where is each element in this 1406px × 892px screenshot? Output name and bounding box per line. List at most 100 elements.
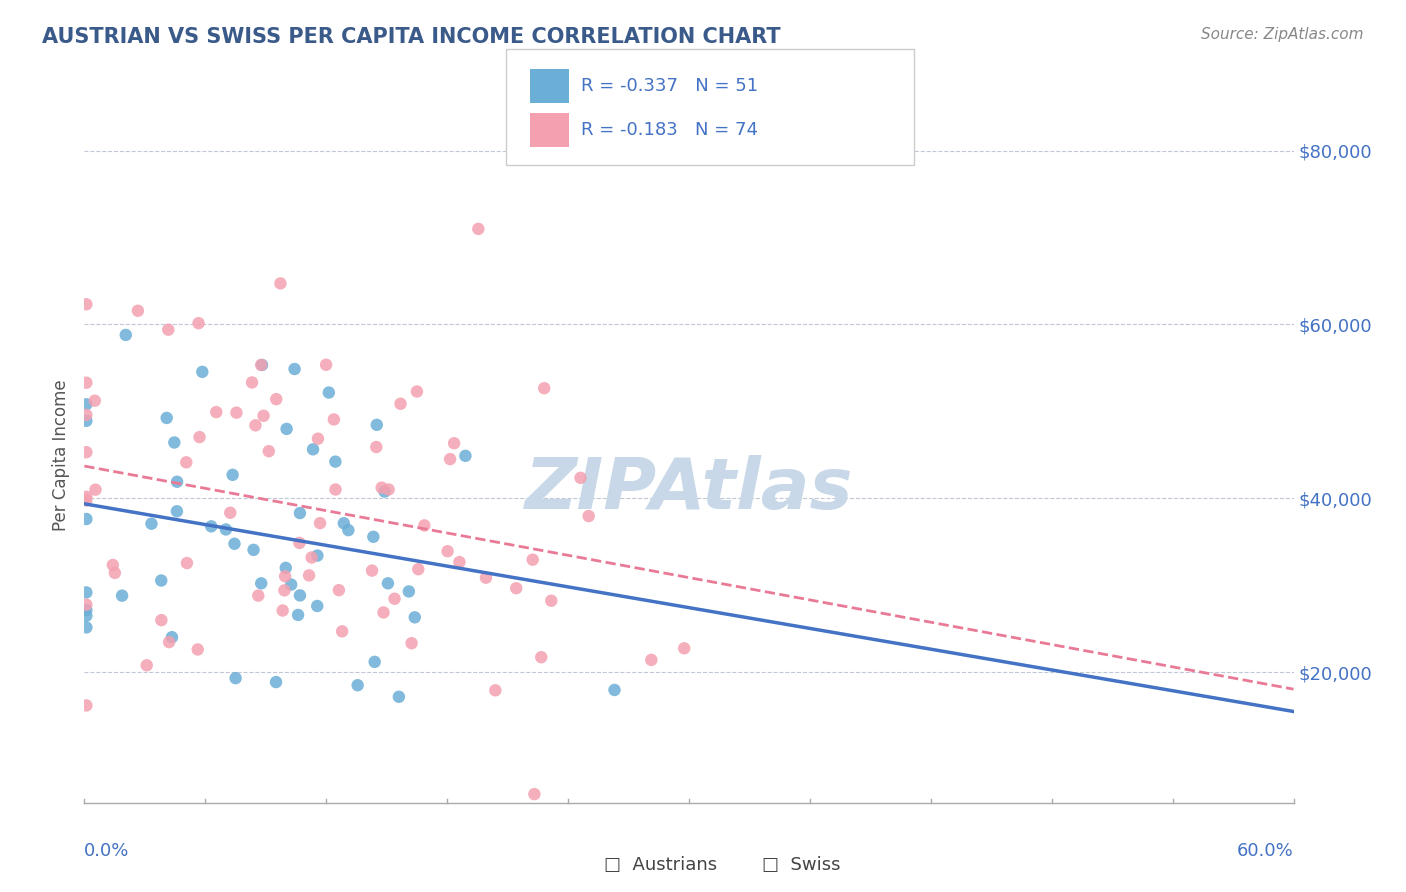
- Point: [301, 550, 323, 565]
- Point: [366, 440, 388, 454]
- Point: [157, 635, 180, 649]
- Point: [75, 603, 97, 617]
- Point: [150, 613, 173, 627]
- Point: [398, 584, 420, 599]
- Point: [187, 642, 209, 657]
- Point: [245, 418, 267, 433]
- Point: [287, 607, 309, 622]
- Point: [530, 650, 553, 665]
- Point: [318, 385, 340, 400]
- Point: [523, 787, 546, 801]
- Point: [388, 690, 411, 704]
- Point: [156, 411, 179, 425]
- Point: [75, 445, 97, 459]
- Point: [101, 558, 124, 572]
- Point: [276, 422, 298, 436]
- Point: [75, 598, 97, 612]
- Point: [75, 493, 97, 508]
- Point: [377, 576, 399, 591]
- Point: [166, 504, 188, 518]
- Point: [188, 430, 211, 444]
- Point: [75, 376, 97, 390]
- Point: [225, 671, 247, 685]
- Point: [257, 444, 280, 458]
- Point: [176, 556, 198, 570]
- Point: [505, 581, 527, 595]
- Point: [200, 519, 222, 533]
- Text: AUSTRIAN VS SWISS PER CAPITA INCOME CORRELATION CHART: AUSTRIAN VS SWISS PER CAPITA INCOME CORR…: [42, 27, 780, 46]
- Point: [274, 561, 297, 575]
- Text: □  Austrians: □ Austrians: [605, 856, 717, 874]
- Point: [377, 483, 399, 497]
- Point: [160, 630, 183, 644]
- Point: [111, 589, 134, 603]
- Point: [166, 475, 188, 489]
- Text: Source: ZipAtlas.com: Source: ZipAtlas.com: [1201, 27, 1364, 42]
- Point: [250, 358, 273, 372]
- Point: [75, 608, 97, 623]
- Point: [330, 624, 353, 639]
- Point: [83, 393, 105, 408]
- Point: [284, 362, 307, 376]
- Point: [307, 432, 329, 446]
- Point: [325, 455, 347, 469]
- Point: [274, 569, 297, 583]
- Point: [135, 658, 157, 673]
- Point: [205, 405, 228, 419]
- Point: [309, 516, 332, 530]
- Point: [374, 484, 396, 499]
- Point: [328, 583, 350, 598]
- Point: [219, 506, 242, 520]
- Point: [269, 277, 291, 291]
- Point: [436, 544, 458, 558]
- Point: [603, 682, 626, 697]
- Point: [384, 591, 406, 606]
- Point: [673, 641, 696, 656]
- Point: [150, 574, 173, 588]
- Point: [540, 593, 562, 607]
- Point: [225, 406, 247, 420]
- Point: [84, 483, 107, 497]
- Y-axis label: Per Capita Income: Per Capita Income: [52, 379, 70, 531]
- Point: [104, 566, 127, 580]
- Point: [240, 376, 263, 390]
- Text: 60.0%: 60.0%: [1237, 842, 1294, 860]
- Point: [75, 585, 97, 599]
- Point: [373, 606, 395, 620]
- Point: [307, 599, 329, 613]
- Point: [75, 620, 97, 634]
- Point: [401, 636, 423, 650]
- Point: [157, 323, 180, 337]
- Point: [363, 655, 385, 669]
- Point: [247, 589, 270, 603]
- Point: [484, 683, 506, 698]
- Point: [75, 490, 97, 504]
- Point: [215, 523, 238, 537]
- Point: [264, 392, 287, 406]
- Point: [443, 436, 465, 450]
- Point: [406, 384, 429, 399]
- Point: [75, 698, 97, 713]
- Point: [522, 552, 544, 566]
- Point: [408, 562, 430, 576]
- Point: [454, 449, 477, 463]
- Point: [370, 481, 392, 495]
- Point: [288, 588, 311, 602]
- Point: [569, 471, 592, 485]
- Point: [224, 537, 246, 551]
- Point: [127, 303, 149, 318]
- Point: [307, 549, 329, 563]
- Point: [163, 435, 186, 450]
- Point: [176, 455, 198, 469]
- Point: [221, 467, 243, 482]
- Point: [302, 442, 325, 457]
- Point: [242, 542, 264, 557]
- Point: [467, 222, 489, 236]
- Point: [114, 327, 136, 342]
- Text: ZIPAtlas: ZIPAtlas: [524, 455, 853, 524]
- Point: [640, 653, 662, 667]
- Point: [322, 412, 344, 426]
- Point: [404, 610, 426, 624]
- Point: [75, 512, 97, 526]
- Point: [533, 381, 555, 395]
